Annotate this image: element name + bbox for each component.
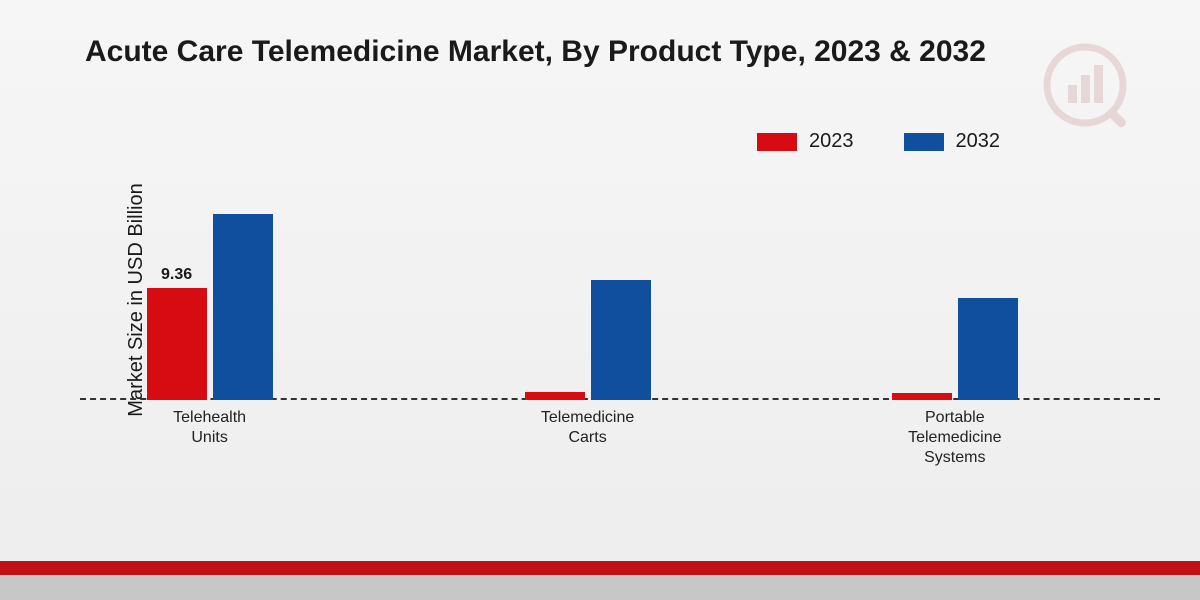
bar-group-portable-systems: Portable Telemedicine Systems [855, 298, 1055, 400]
legend-item-2023: 2023 [757, 130, 854, 153]
category-label: Telehealth Units [173, 408, 246, 448]
legend: 2023 2032 [757, 130, 1000, 153]
legend-swatch-2032 [904, 133, 944, 151]
bar-2032-telehealth-units [213, 214, 273, 400]
footer-red-bar [0, 561, 1200, 575]
data-label: 9.36 [161, 266, 192, 284]
bar-2032-portable-systems [958, 298, 1018, 400]
legend-item-2032: 2032 [904, 130, 1001, 153]
legend-label-2023: 2023 [809, 130, 854, 153]
chart-title: Acute Care Telemedicine Market, By Produ… [85, 35, 986, 69]
bar-2023-telemedicine-carts [525, 392, 585, 400]
footer-grey-bar [0, 575, 1200, 600]
category-label: Portable Telemedicine Systems [908, 408, 1001, 468]
bar-2023-telehealth-units: 9.36 [147, 288, 207, 400]
bar-2023-portable-systems [892, 393, 952, 400]
chart-area: 2023 2032 9.36 Telehealth Units Telemedi… [80, 100, 1160, 460]
legend-label-2032: 2032 [956, 130, 1001, 153]
legend-swatch-2023 [757, 133, 797, 151]
bar-2032-telemedicine-carts [591, 280, 651, 400]
category-label: Telemedicine Carts [541, 408, 634, 448]
bar-group-telehealth-units: 9.36 Telehealth Units [110, 214, 310, 400]
bar-group-telemedicine-carts: Telemedicine Carts [488, 280, 688, 400]
